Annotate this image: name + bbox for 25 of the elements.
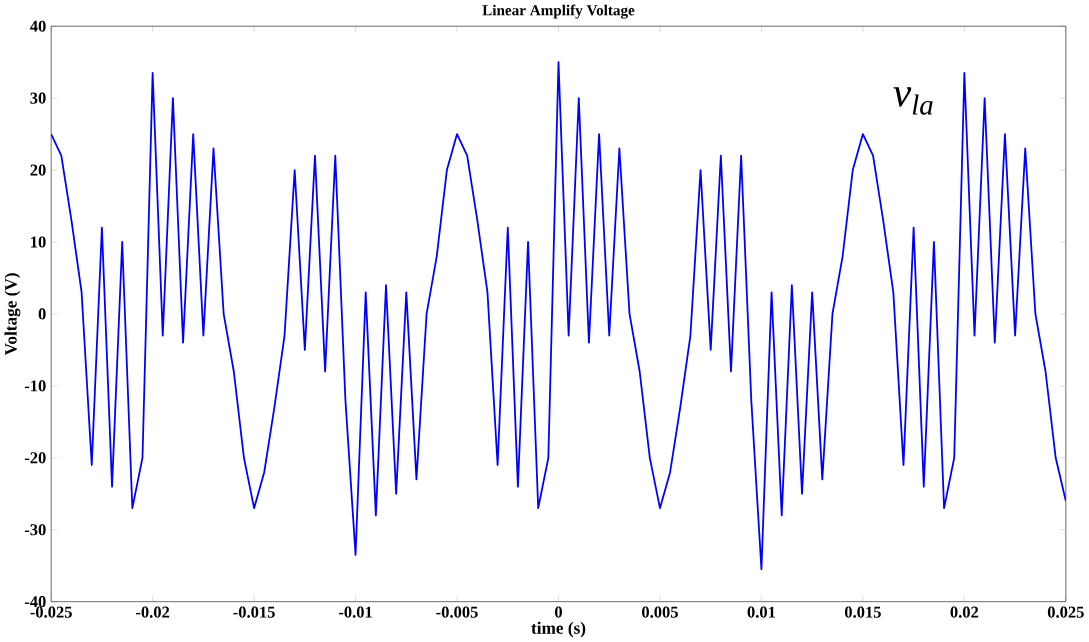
x-axis-title: time (s) [531,621,586,638]
chart-title: Linear Amplify Voltage [482,4,635,19]
x-tick-label: -0.005 [436,606,478,618]
annotation: v$_{la}$ [893,87,933,115]
y-axis-title: Voltage (V) [4,273,21,356]
y-tick-label: 30 [30,92,46,104]
y-tick-label: 10 [31,236,46,248]
x-tick-label: 0 [554,606,562,618]
x-tick-label: 0.005 [642,606,678,618]
line-series [51,61,1066,571]
x-tick-label: 0.01 [747,606,776,618]
x-tick-label: 0.025 [1047,606,1084,618]
x-tick-label: -0.02 [136,606,170,618]
y-tick-label: -10 [24,380,46,392]
y-tick-label: -30 [24,524,46,536]
x-tick-label: -0.01 [338,606,372,618]
y-tick-label: -20 [24,452,46,464]
y-tick-label: -40 [24,596,46,608]
x-tick-label: 0.015 [844,606,881,618]
y-tick-label: 40 [29,20,46,32]
x-tick-label: -0.015 [233,606,275,618]
x-tick-label: 0.02 [950,606,979,618]
y-tick-label: 0 [38,308,46,320]
x-tick-label: -0.025 [30,606,72,618]
y-tick-label: 20 [30,164,46,176]
